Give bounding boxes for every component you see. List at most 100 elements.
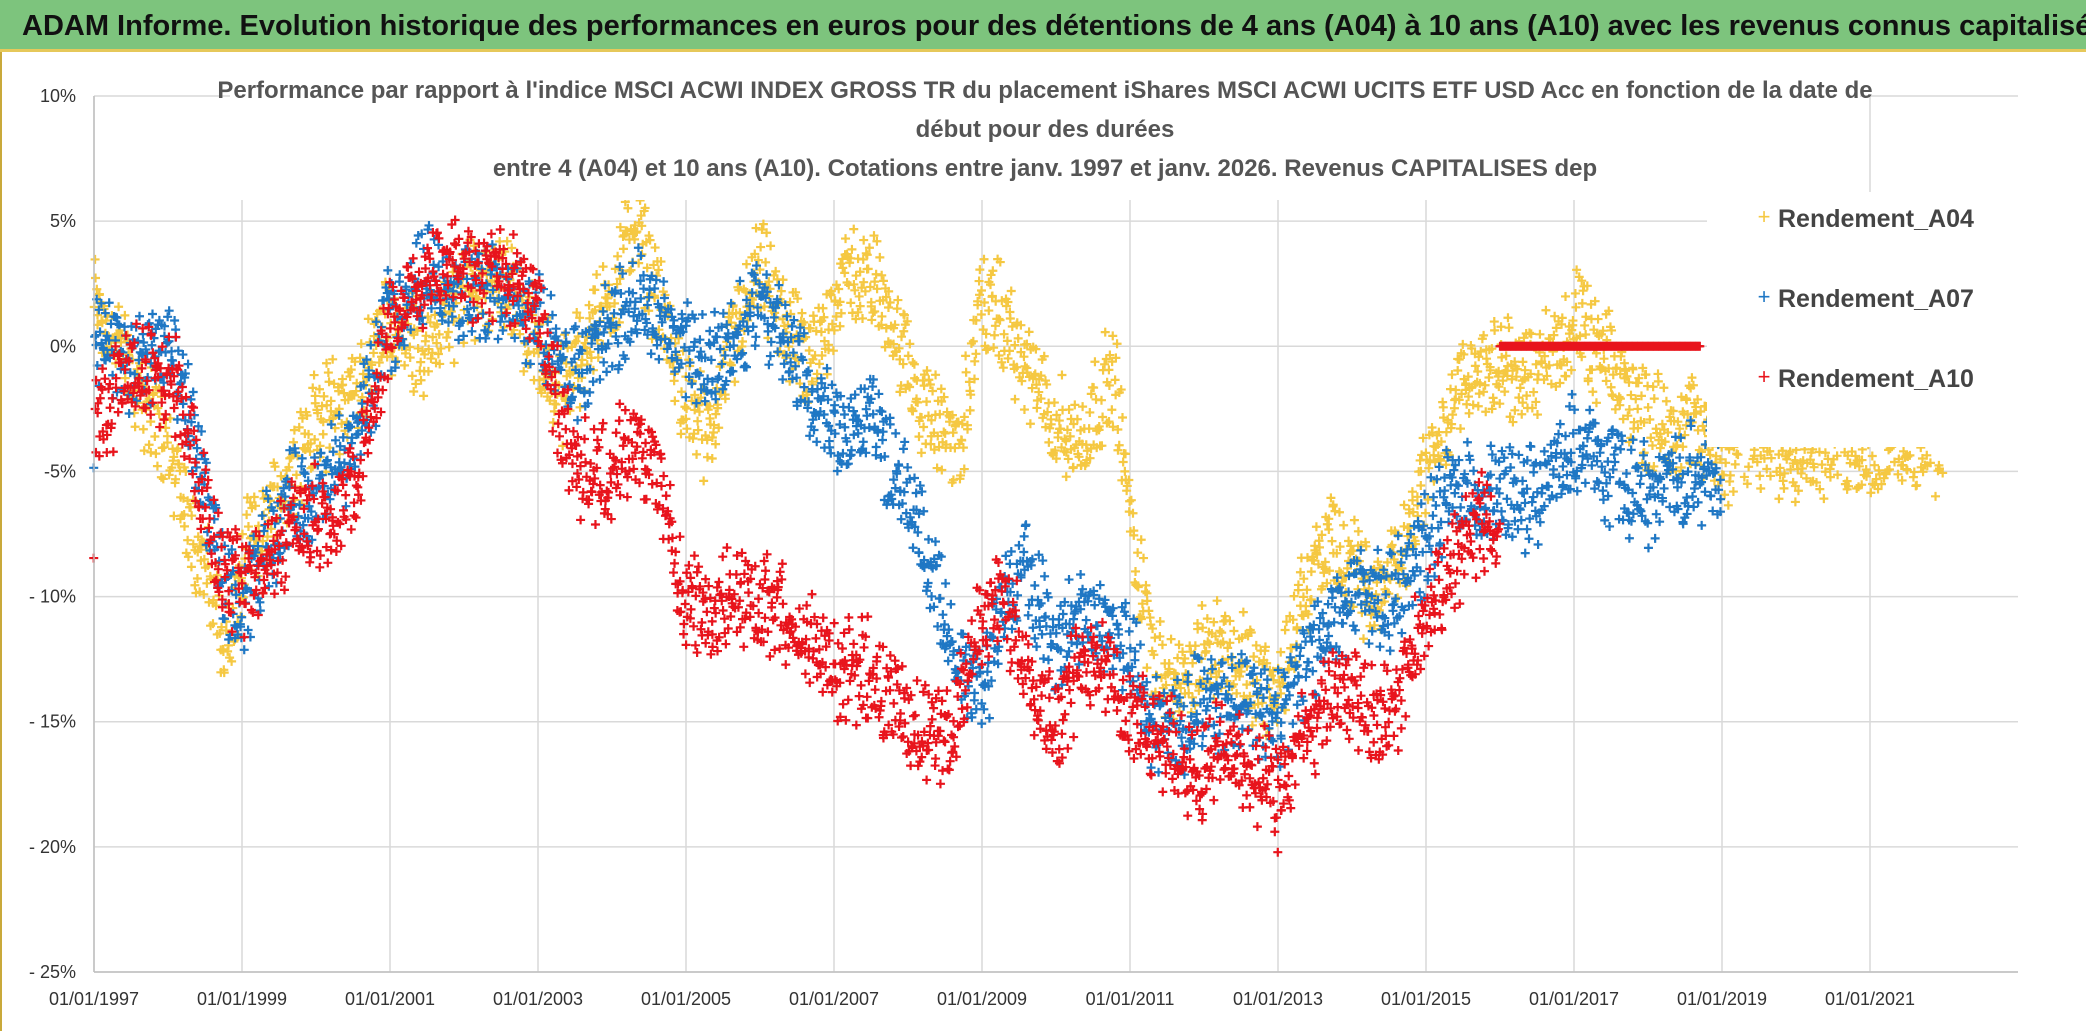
report-banner-title: ADAM Informe. Evolution historique des p… xyxy=(0,0,2086,52)
point-a04 xyxy=(883,302,893,312)
point-a04 xyxy=(753,255,763,265)
point-a04 xyxy=(1215,626,1225,636)
point-a04 xyxy=(1489,317,1499,327)
point-a04 xyxy=(304,429,314,439)
point-a07 xyxy=(172,415,182,425)
point-a04 xyxy=(419,391,429,401)
point-a07 xyxy=(1600,515,1610,525)
point-a04 xyxy=(637,221,647,231)
point-a07 xyxy=(467,326,477,336)
point-a04 xyxy=(592,270,602,280)
point-a04 xyxy=(805,323,815,333)
point-a04 xyxy=(850,285,860,295)
point-a04 xyxy=(827,319,837,329)
point-a04 xyxy=(875,252,885,262)
point-a04 xyxy=(1131,566,1141,576)
point-a04 xyxy=(922,397,932,407)
point-a04 xyxy=(318,429,328,439)
point-a04 xyxy=(291,470,301,480)
point-a04 xyxy=(682,424,692,434)
point-a07 xyxy=(1006,546,1016,556)
point-a07 xyxy=(910,473,920,483)
point-a04 xyxy=(333,409,343,419)
point-a04 xyxy=(702,452,712,462)
point-a04 xyxy=(630,234,640,244)
point-a04 xyxy=(1328,501,1338,511)
point-a10 xyxy=(170,432,180,442)
point-a04 xyxy=(917,413,927,423)
point-a04 xyxy=(756,242,766,252)
point-a10 xyxy=(323,558,333,568)
point-a04 xyxy=(319,391,329,401)
point-a07 xyxy=(1486,441,1496,451)
point-a04 xyxy=(761,257,771,267)
point-a04 xyxy=(1518,357,1528,367)
point-a10 xyxy=(205,513,215,523)
point-a04 xyxy=(757,225,767,235)
point-a04 xyxy=(931,370,941,380)
point-a07 xyxy=(1095,580,1105,590)
point-a04 xyxy=(961,351,971,361)
chart-frame: 10% 5% 0% -5% - 10% - 15% - 20% - 25% 01/01/1997… xyxy=(0,52,2086,1031)
point-a04 xyxy=(793,294,803,304)
point-a04 xyxy=(783,320,793,330)
point-a07 xyxy=(1697,520,1707,530)
point-a07 xyxy=(1582,433,1592,443)
point-a04 xyxy=(604,301,614,311)
point-a04 xyxy=(1464,408,1474,418)
point-a04 xyxy=(1870,460,1880,470)
point-a04 xyxy=(626,265,636,275)
point-a07 xyxy=(914,548,924,558)
point-a04 xyxy=(764,277,774,287)
point-a04 xyxy=(289,437,299,447)
point-a04 xyxy=(926,439,936,449)
point-a10 xyxy=(349,511,359,521)
point-a07 xyxy=(903,462,913,472)
point-a04 xyxy=(1157,640,1167,650)
point-a04 xyxy=(243,522,253,532)
point-a07 xyxy=(1032,642,1042,652)
point-a04 xyxy=(1166,634,1176,644)
point-a04 xyxy=(868,308,878,318)
point-a07 xyxy=(493,334,503,344)
point-a04 xyxy=(870,306,880,316)
point-a07 xyxy=(1514,450,1524,460)
point-a04 xyxy=(1535,329,1545,339)
point-a04 xyxy=(1118,457,1128,467)
point-a04 xyxy=(1120,466,1130,476)
point-a07 xyxy=(710,307,720,317)
point-a04 xyxy=(866,301,876,311)
point-a04 xyxy=(1489,397,1499,407)
point-a04 xyxy=(310,435,320,445)
point-a04 xyxy=(346,365,356,375)
point-a04 xyxy=(976,286,986,296)
point-a04 xyxy=(1561,371,1571,381)
point-a04 xyxy=(1327,536,1337,546)
point-a04 xyxy=(1212,596,1222,606)
point-a04 xyxy=(1479,387,1489,397)
point-a04 xyxy=(1064,405,1074,415)
point-a04 xyxy=(159,442,169,452)
point-a04 xyxy=(294,422,304,432)
point-a07 xyxy=(1678,519,1688,529)
point-a04 xyxy=(468,287,478,297)
point-a04 xyxy=(208,619,218,629)
point-a04 xyxy=(549,406,559,416)
point-a07 xyxy=(1201,705,1211,715)
point-a04 xyxy=(308,383,318,393)
point-a04 xyxy=(502,236,512,246)
point-a04 xyxy=(367,360,377,370)
point-a04 xyxy=(328,354,338,364)
point-a07 xyxy=(1624,533,1634,543)
point-a07 xyxy=(878,427,888,437)
point-a04 xyxy=(356,339,366,349)
point-a04 xyxy=(899,326,909,336)
point-a04 xyxy=(1098,412,1108,422)
point-a04 xyxy=(1643,402,1653,412)
point-a04 xyxy=(1190,641,1200,651)
point-a04 xyxy=(405,342,415,352)
point-a07 xyxy=(705,326,715,336)
point-a04 xyxy=(645,235,655,245)
point-a04 xyxy=(610,298,620,308)
point-a07 xyxy=(935,593,945,603)
